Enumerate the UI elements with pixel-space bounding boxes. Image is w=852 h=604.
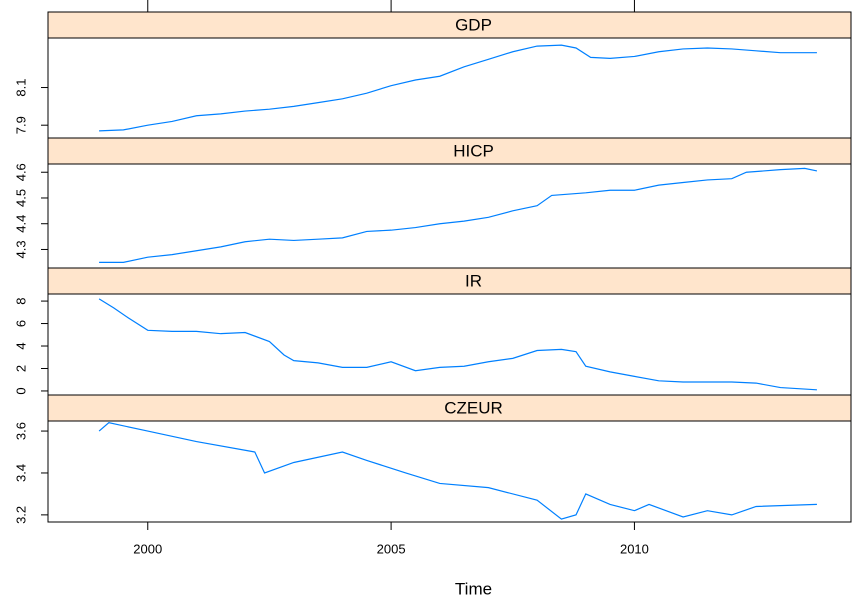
panel-border bbox=[47, 37, 852, 139]
strip bbox=[47, 11, 852, 39]
y-tick-label: 4.4 bbox=[13, 215, 28, 233]
y-tick-label: 0 bbox=[13, 387, 28, 394]
strip-title: IR bbox=[465, 271, 482, 290]
y-tick-label: 4.6 bbox=[13, 163, 28, 181]
y-tick-label: 3.4 bbox=[13, 464, 28, 482]
panel-border bbox=[47, 163, 852, 269]
y-tick-label: 4.3 bbox=[13, 240, 28, 258]
y-tick-label: 8 bbox=[13, 297, 28, 304]
x-tick-label: 2005 bbox=[377, 541, 406, 556]
x-tick-label: 2000 bbox=[133, 541, 162, 556]
x-axis-label: Time bbox=[455, 579, 492, 598]
series-line bbox=[98, 422, 817, 520]
y-tick-label: 3.2 bbox=[13, 506, 28, 524]
strip bbox=[47, 137, 852, 165]
y-tick-label: 2 bbox=[13, 365, 28, 372]
strip-title: CZEUR bbox=[444, 398, 503, 417]
series-line bbox=[99, 44, 817, 132]
y-tick-label: 8.1 bbox=[13, 78, 28, 96]
strip bbox=[47, 394, 852, 422]
y-tick-label: 6 bbox=[13, 320, 28, 327]
strip-title: HICP bbox=[453, 141, 494, 160]
y-tick-label: 4 bbox=[13, 342, 28, 349]
series-line bbox=[98, 298, 817, 391]
y-tick-label: 7.9 bbox=[13, 116, 28, 134]
y-tick-label: 3.6 bbox=[13, 422, 28, 440]
panel-border bbox=[47, 293, 852, 396]
series-line bbox=[99, 167, 818, 263]
y-tick-label: 4.5 bbox=[13, 189, 28, 207]
panel-border bbox=[47, 420, 852, 523]
strip-title: GDP bbox=[455, 15, 492, 34]
strip bbox=[47, 267, 852, 295]
x-tick-label: 2010 bbox=[620, 541, 649, 556]
